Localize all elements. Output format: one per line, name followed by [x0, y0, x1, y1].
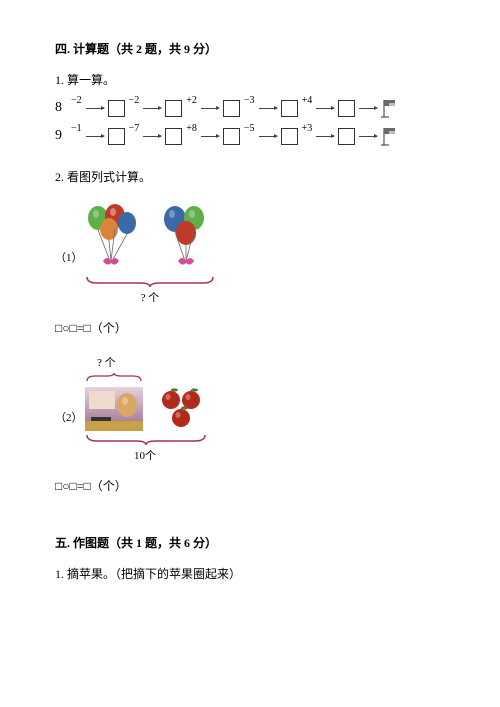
- chain-start: 8: [55, 100, 67, 116]
- chain-op: +8: [186, 123, 197, 134]
- chain-op: −7: [129, 123, 140, 134]
- arrow-icon: [143, 136, 161, 137]
- answer-box[interactable]: [281, 128, 298, 145]
- arrow-icon: [259, 108, 277, 109]
- arrow-icon: [201, 108, 219, 109]
- part1-sub: （1）: [55, 249, 83, 265]
- answer-box[interactable]: [281, 100, 298, 117]
- chain-op: +4: [302, 95, 313, 106]
- chain-op: −1: [71, 123, 82, 134]
- answer-box[interactable]: [223, 100, 240, 117]
- chain-op: +2: [186, 95, 197, 106]
- section5-title: 五. 作图题（共 1 题，共 6 分）: [55, 534, 445, 551]
- section4-title: 四. 计算题（共 2 题，共 9 分）: [55, 40, 445, 57]
- arrow-icon: [316, 108, 334, 109]
- arrow-icon: [86, 136, 104, 137]
- chain-op: −2: [129, 95, 140, 106]
- chain-op: −2: [71, 95, 82, 106]
- chain-start: 9: [55, 128, 67, 144]
- part2-top-label: ? 个: [97, 354, 445, 370]
- part2-brace: [85, 433, 445, 445]
- answer-box[interactable]: [108, 128, 125, 145]
- q2-part2: ? 个 （2）: [55, 354, 445, 463]
- part1-brace: [85, 275, 445, 287]
- arrow-icon: [201, 136, 219, 137]
- q2-part1: （1）: [55, 203, 445, 305]
- flag-icon: [381, 98, 397, 118]
- arrow-icon: [86, 108, 104, 109]
- chain-row: 8 −2 −2 +2 −3 +4: [55, 98, 445, 118]
- calculation-chains: 8 −2 −2 +2 −3 +4 9 −1 −7 +8 −5 +3: [55, 98, 445, 146]
- arrow-icon: [316, 136, 334, 137]
- part2-top-brace: [85, 372, 445, 387]
- part1-equation: □○□=□（个）: [55, 319, 445, 336]
- answer-box[interactable]: [108, 100, 125, 117]
- arrow-icon: [359, 108, 377, 109]
- part2-equation: □○□=□（个）: [55, 477, 445, 494]
- answer-box[interactable]: [223, 128, 240, 145]
- q2-label: 2. 看图列式计算。: [55, 168, 445, 185]
- chain-op: −5: [244, 123, 255, 134]
- flag-icon: [381, 126, 397, 146]
- chain-row: 9 −1 −7 +8 −5 +3: [55, 126, 445, 146]
- balloon-group-right: [160, 203, 215, 273]
- arrow-icon: [359, 136, 377, 137]
- part2-sub: （2）: [55, 409, 83, 425]
- arrow-icon: [259, 136, 277, 137]
- part1-brace-label: ? 个: [85, 289, 215, 305]
- answer-box[interactable]: [165, 128, 182, 145]
- answer-box[interactable]: [338, 100, 355, 117]
- balloon-group-left: [85, 203, 140, 273]
- apples-icon: [157, 387, 205, 431]
- q1-label: 1. 算一算。: [55, 71, 445, 88]
- product-box-icon: [85, 387, 143, 431]
- chain-op: +3: [302, 123, 313, 134]
- answer-box[interactable]: [338, 128, 355, 145]
- answer-box[interactable]: [165, 100, 182, 117]
- part2-brace-label: 10个: [85, 447, 205, 463]
- s5-q1-label: 1. 摘苹果。（把摘下的苹果圈起来）: [55, 565, 445, 582]
- chain-op: −3: [244, 95, 255, 106]
- arrow-icon: [143, 108, 161, 109]
